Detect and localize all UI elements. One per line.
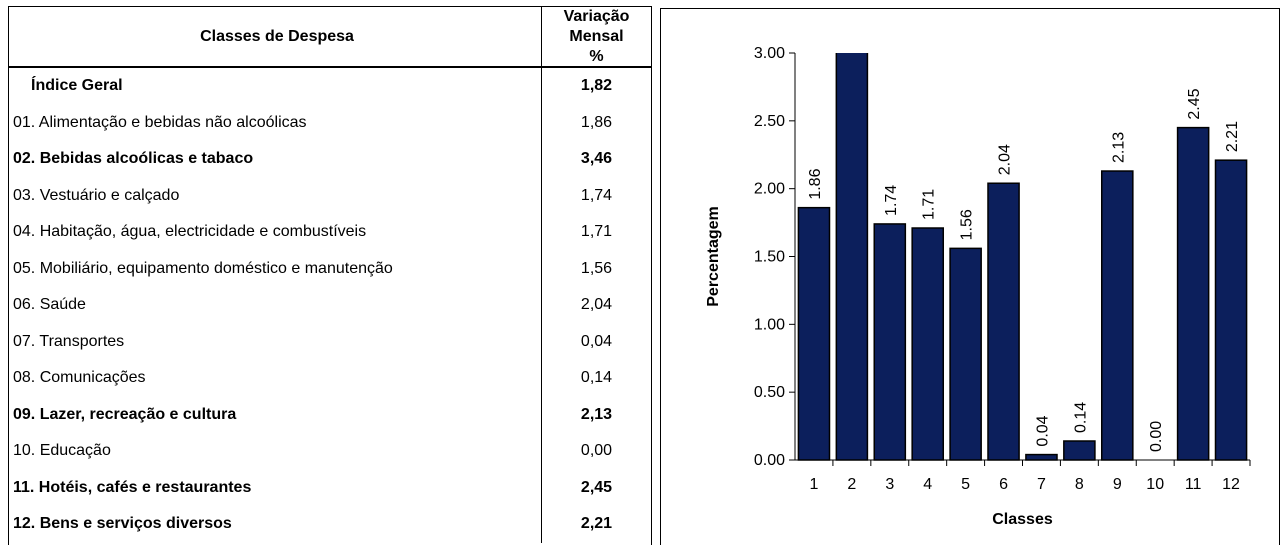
row-value: 1,74: [541, 177, 651, 214]
bar: [1214, 159, 1248, 461]
row-value: 2,13: [541, 396, 651, 433]
row-value: 0,14: [541, 360, 651, 397]
table-row: Índice Geral 1,82: [9, 68, 651, 105]
row-label: 01. Alimentação e bebidas não alcoólicas: [13, 113, 307, 131]
y-tick-label: 2.50: [754, 113, 785, 130]
row-label: 11. Hotéis, cafés e restaurantes: [13, 478, 252, 496]
value-label: 2.21: [1224, 121, 1241, 152]
row-label: 07. Transportes: [13, 332, 125, 350]
x-axis-label: Classes: [992, 511, 1053, 528]
x-tick-label: 1: [810, 476, 819, 493]
table-row: 09. Lazer, recreação e cultura 2,13: [9, 396, 651, 433]
row-label: 10. Educação: [13, 442, 111, 460]
y-tick-label: 0.50: [754, 384, 785, 401]
table-row: 01. Alimentação e bebidas não alcoólicas…: [9, 104, 651, 141]
x-tick-label: 12: [1222, 476, 1240, 493]
value-label: 2.04: [997, 144, 1014, 175]
x-tick-label: 9: [1113, 476, 1122, 493]
x-tick-label: 2: [847, 476, 856, 493]
value-label: 1.71: [921, 189, 938, 220]
table-row: 05. Mobiliário, equipamento doméstico e …: [9, 250, 651, 287]
y-tick-label: 1.50: [754, 249, 785, 266]
bar: [797, 206, 831, 461]
row-label: Índice Geral: [31, 77, 123, 95]
row-value: 1,71: [541, 214, 651, 251]
value-label: 0.14: [1072, 402, 1089, 433]
row-value: 2,21: [541, 506, 651, 543]
x-tick-label: 8: [1075, 476, 1084, 493]
row-value: 1,56: [541, 250, 651, 287]
row-value: 0,04: [541, 323, 651, 360]
table-row: 03. Vestuário e calçado 1,74: [9, 177, 651, 214]
value-label: 1.74: [883, 185, 900, 216]
value-label: 1.56: [959, 209, 976, 240]
bar: [911, 227, 945, 461]
expense-table: Classes de Despesa Variação Mensal % Índic…: [8, 6, 652, 545]
value-label: 2.13: [1110, 132, 1127, 163]
table-row: 07. Transportes 0,04: [9, 323, 651, 360]
header-cell: Classes de Despesa: [200, 27, 354, 45]
table-row: 11. Hotéis, cafés e restaurantes 2,45: [9, 469, 651, 506]
bar: [1100, 170, 1134, 461]
y-tick-label: 1.00: [754, 316, 785, 333]
row-label: 06. Saúde: [13, 296, 86, 314]
table-row: 02. Bebidas alcoólicas e tabaco 3,46: [9, 141, 651, 178]
row-label: 09. Lazer, recreação e cultura: [13, 405, 237, 423]
header-cell: Variação Mensal %: [541, 7, 651, 66]
row-value: 3,46: [541, 141, 651, 178]
x-tick-label: 7: [1037, 476, 1046, 493]
value-label: 0.00: [1148, 421, 1165, 452]
bar: [987, 182, 1020, 461]
bar: [949, 247, 982, 461]
bar: [1063, 440, 1096, 461]
row-value: 2,04: [541, 287, 651, 324]
bar: [1025, 453, 1058, 461]
bar: [873, 223, 907, 461]
row-label: 12. Bens e serviços diversos: [13, 515, 232, 533]
table-row: 12. Bens e serviços diversos 2,21: [9, 506, 651, 543]
x-tick-label: 3: [885, 476, 894, 493]
value-label: 0.04: [1034, 415, 1051, 446]
row-value: 0,00: [541, 433, 651, 470]
row-label: 05. Mobiliário, equipamento doméstico e …: [13, 259, 393, 277]
y-tick-label: 3.00: [754, 45, 785, 62]
plot: [797, 53, 1248, 461]
x-tick-label: 4: [923, 476, 932, 493]
x-tick-label: 6: [999, 476, 1008, 493]
table-row: 06. Saúde 2,04: [9, 287, 651, 324]
row-label: 03. Vestuário e calçado: [13, 186, 180, 204]
x-tick-label: 5: [961, 476, 970, 493]
value-label: 2.45: [1186, 88, 1203, 119]
value-label: 1.86: [807, 168, 824, 199]
row-label: 02. Bebidas alcoólicas e tabaco: [13, 150, 254, 168]
y-axis-label: Percentagem: [705, 206, 722, 307]
row-value: 2,45: [541, 469, 651, 506]
header-row: Classes de Despesa Variação Mensal %: [9, 7, 651, 68]
x-tick-label: 10: [1146, 476, 1164, 493]
y-tick-label: 0.00: [754, 452, 785, 469]
x-tick-label: 11: [1185, 476, 1202, 493]
table-row: 04. Habitação, água, electricidade e com…: [9, 214, 651, 251]
table-row: 10. Educação 0,00: [9, 433, 651, 470]
row-value: 1,86: [541, 104, 651, 141]
y-tick-label: 2.00: [754, 181, 785, 198]
row-label: 04. Habitação, água, electricidade e com…: [13, 223, 367, 241]
chart: 0.00 0.50 1.00 1.50 2.00 2.50 3.00 Percentagem C…: [660, 8, 1280, 545]
row-value: 1,82: [541, 68, 651, 105]
bar: [1176, 126, 1210, 461]
row-label: 08. Comunicações: [13, 369, 146, 387]
table-row: 08. Comunicações 0,14: [9, 360, 651, 397]
bar: [835, 53, 869, 461]
